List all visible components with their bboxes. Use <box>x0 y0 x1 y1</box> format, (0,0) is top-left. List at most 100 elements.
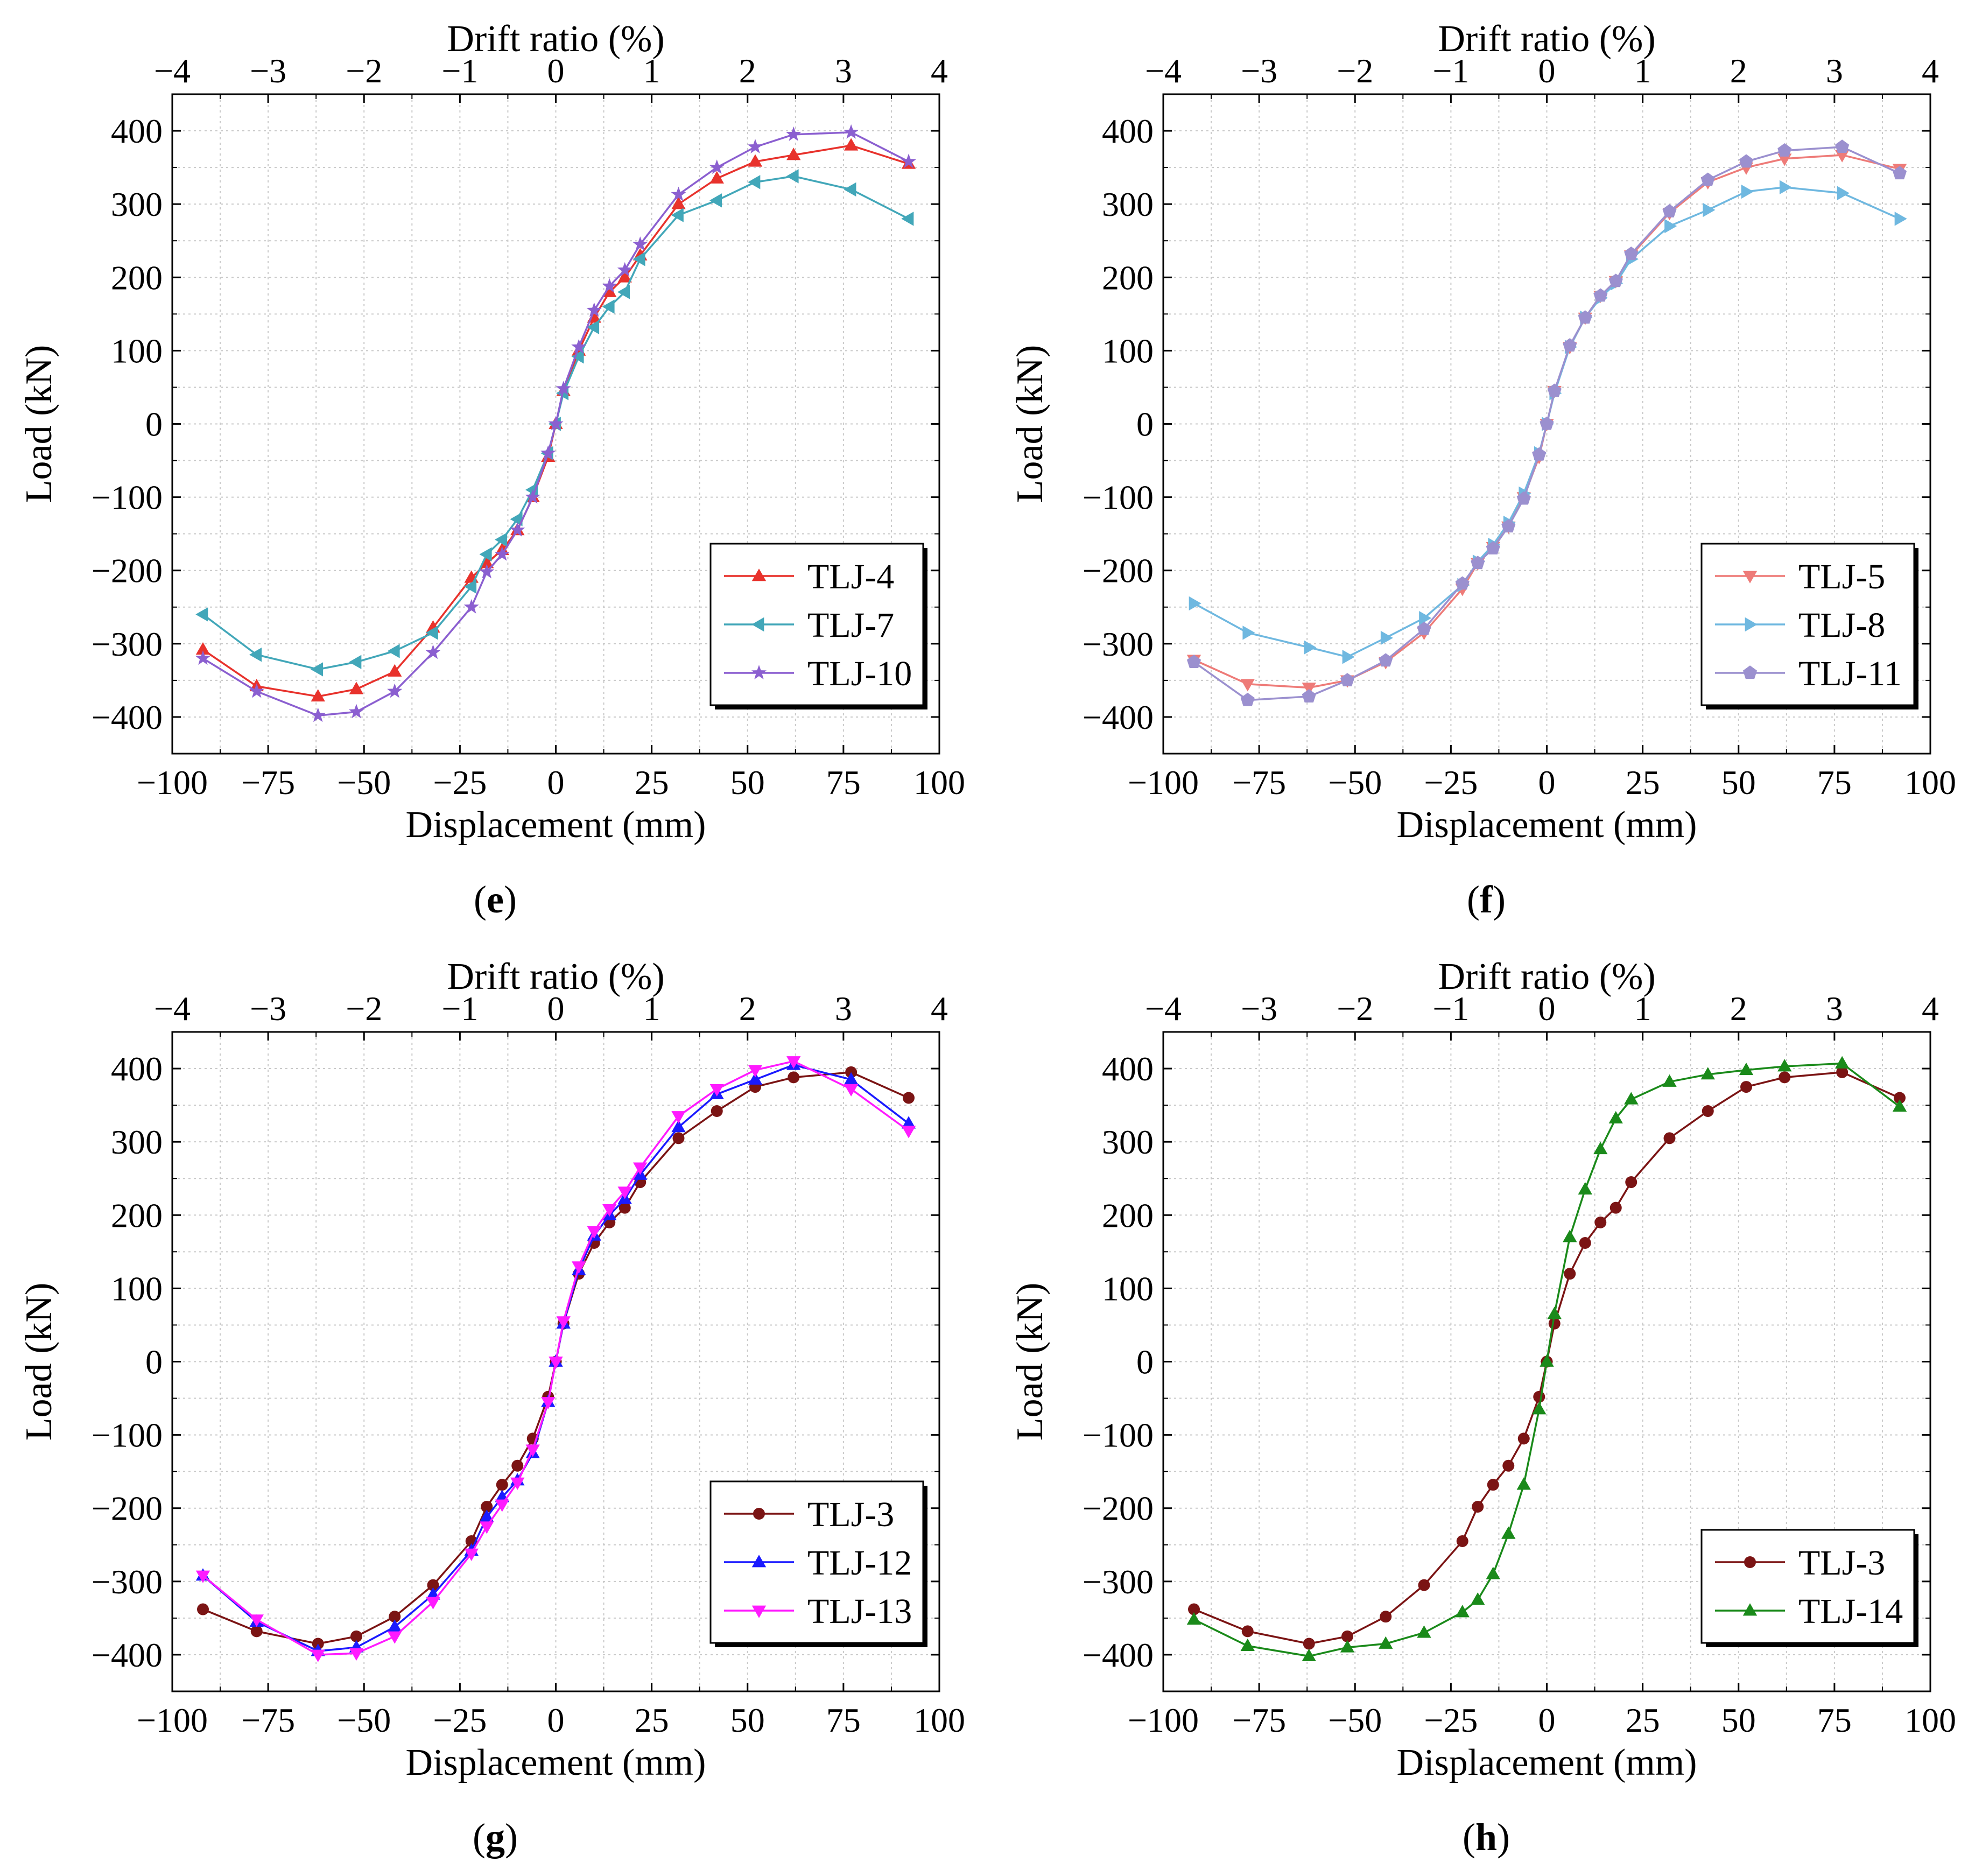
data-point <box>426 1597 440 1610</box>
data-point <box>1835 150 1850 163</box>
data-point <box>1516 491 1531 505</box>
top-tick-label: −1 <box>1432 989 1469 1028</box>
data-point <box>587 320 600 335</box>
data-point <box>388 1631 402 1644</box>
top-tick-label: 2 <box>739 52 756 90</box>
legend: TLJ-3 TLJ-12 TLJ-13 <box>709 1480 927 1647</box>
top-axis-title: Drift ratio (%) <box>1438 18 1655 60</box>
data-point <box>1625 1176 1637 1189</box>
data-point <box>748 1065 763 1078</box>
panel-label-letter: h <box>1475 1816 1498 1859</box>
y-tick-label: 400 <box>1102 1050 1154 1088</box>
data-point <box>1741 184 1754 199</box>
data-point <box>1578 1182 1592 1195</box>
data-point <box>311 689 325 702</box>
data-point <box>1702 1105 1714 1117</box>
top-tick-label: −4 <box>154 989 191 1028</box>
data-point <box>1564 1268 1576 1280</box>
data-point <box>602 278 617 293</box>
data-point <box>250 1625 263 1638</box>
data-point <box>1563 1229 1577 1242</box>
chart-e: −100 −75 −50 −25 0 25 50 75 100 −4 −3 −2 −1 0 1 2 3 4 400 3… <box>18 18 965 846</box>
data-point <box>350 1630 362 1642</box>
data-point <box>480 1509 494 1522</box>
data-point <box>1502 1459 1515 1472</box>
data-point <box>1835 139 1850 153</box>
data-point <box>1610 1202 1622 1214</box>
data-point <box>388 1619 402 1632</box>
legend-marker <box>751 568 767 581</box>
legend-marker <box>751 1605 767 1618</box>
x-tick-label: −100 <box>1128 763 1199 802</box>
data-point <box>348 704 364 719</box>
data-point <box>1894 1092 1906 1104</box>
legend: TLJ-3 TLJ-14 <box>1700 1529 1918 1647</box>
data-point <box>1417 621 1431 635</box>
top-tick-label: −4 <box>1145 989 1182 1028</box>
data-point <box>425 626 438 640</box>
data-point <box>786 169 799 184</box>
data-point <box>671 208 684 222</box>
data-point <box>495 1499 509 1512</box>
data-point <box>1740 1081 1752 1093</box>
data-point <box>387 683 403 698</box>
data-point <box>195 642 210 655</box>
top-tick-label: −3 <box>250 989 286 1028</box>
y-tick-label: 200 <box>111 1196 163 1234</box>
panel-label-close: ) <box>1497 1816 1510 1859</box>
data-point <box>1662 204 1677 217</box>
data-point <box>617 262 632 277</box>
series-tlj-7 <box>195 169 914 677</box>
legend-marker <box>1745 617 1758 632</box>
data-point <box>844 182 856 197</box>
panel-label-letter: e <box>487 878 504 921</box>
data-point <box>671 1120 686 1133</box>
data-point <box>388 664 402 677</box>
legend-label: TLJ-3 <box>807 1495 894 1534</box>
data-point <box>1302 689 1316 702</box>
data-point <box>1302 683 1316 695</box>
data-point <box>901 153 917 168</box>
data-point <box>1663 1132 1676 1144</box>
y-tick-label: −200 <box>1083 552 1154 590</box>
panel-label-close: ) <box>1492 878 1506 921</box>
data-point <box>1471 556 1485 570</box>
y-tick-label: 300 <box>111 185 163 223</box>
legend-label: TLJ-12 <box>807 1543 912 1583</box>
data-point <box>1240 679 1255 692</box>
x-tick-label: −100 <box>137 1701 208 1739</box>
data-point <box>1455 1605 1470 1618</box>
x-tick-label: −100 <box>137 763 208 802</box>
top-tick-label: −2 <box>346 52 382 90</box>
data-point <box>1664 219 1677 234</box>
panel-label-open: ( <box>474 878 487 921</box>
legend-label: TLJ-10 <box>807 654 912 693</box>
y-tick-label: −300 <box>92 1563 163 1601</box>
legend-marker <box>751 617 764 632</box>
x-tick-label: −50 <box>1328 763 1382 802</box>
x-tick-label: −75 <box>241 1701 295 1739</box>
panel-label-open: ( <box>1462 1816 1475 1859</box>
x-tick-label: 75 <box>1817 763 1852 802</box>
data-point <box>1547 1306 1562 1319</box>
y-tick-label: −300 <box>1083 625 1154 663</box>
data-point <box>1240 1638 1255 1651</box>
data-point <box>1594 1216 1607 1228</box>
top-tick-label: 4 <box>931 52 948 90</box>
data-point <box>1240 692 1255 706</box>
data-point <box>747 139 763 154</box>
y-tick-label: −400 <box>1083 698 1154 736</box>
x-tick-label: −50 <box>1328 1701 1382 1739</box>
y-tick-label: 400 <box>111 1050 163 1088</box>
top-tick-label: 3 <box>835 989 852 1028</box>
data-point <box>844 124 859 139</box>
legend-label: TLJ-7 <box>807 606 894 645</box>
data-point <box>709 171 724 184</box>
top-tick-label: −4 <box>1145 52 1182 90</box>
y-tick-label: 100 <box>1102 1269 1154 1308</box>
data-point <box>1532 1402 1547 1415</box>
legend-label: TLJ-8 <box>1798 606 1885 645</box>
data-point <box>844 138 859 151</box>
data-point <box>1739 1063 1754 1076</box>
data-point <box>587 1226 601 1239</box>
